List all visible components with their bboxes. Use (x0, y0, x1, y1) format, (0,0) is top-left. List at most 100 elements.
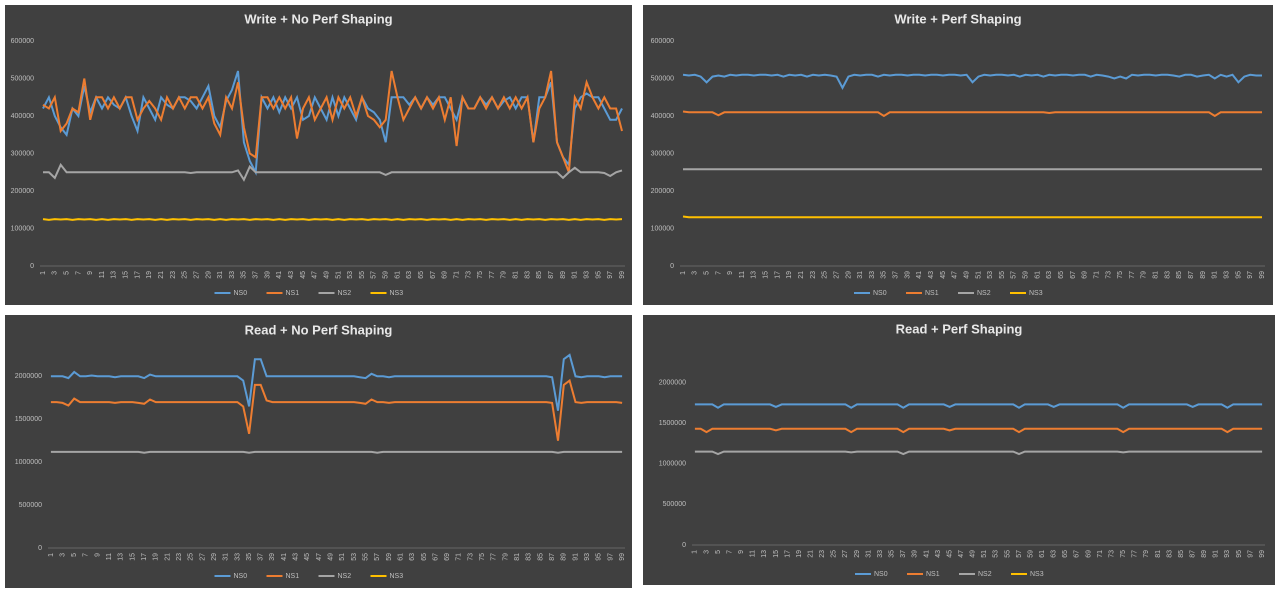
y-tick-label: 500000 (19, 502, 42, 509)
x-tick-label: 83 (1164, 271, 1171, 279)
x-tick-label: 65 (418, 271, 425, 279)
x-tick-label: 5 (703, 271, 710, 275)
x-tick-label: 63 (406, 271, 413, 279)
series-line (50, 450, 623, 454)
x-tick-label: 7 (715, 271, 722, 275)
x-tick-label: 93 (584, 553, 591, 561)
y-tick-label: 200000 (11, 188, 34, 195)
x-tick-label: 59 (1023, 271, 1030, 279)
legend-label: NS2 (338, 290, 352, 297)
x-tick-label: 11 (106, 553, 113, 560)
x-tick-label: 57 (1011, 271, 1018, 279)
x-tick-label: 15 (129, 553, 136, 561)
legend-label: NS2 (338, 573, 352, 580)
x-tick-label: 27 (199, 553, 206, 561)
x-tick-label: 17 (134, 271, 141, 279)
x-tick-label: 45 (946, 550, 953, 558)
x-tick-label: 67 (1074, 550, 1081, 558)
x-tick-label: 15 (123, 271, 130, 279)
series-line (42, 70, 623, 173)
x-tick-label: 1 (692, 550, 699, 554)
x-tick-label: 53 (993, 550, 1000, 558)
x-tick-label: 5 (71, 553, 78, 557)
x-tick-label: 83 (1166, 550, 1173, 558)
x-tick-label: 57 (371, 271, 378, 279)
x-tick-label: 23 (170, 271, 177, 279)
x-tick-label: 77 (1132, 550, 1139, 558)
x-tick-label: 77 (1129, 271, 1136, 279)
panel-background (5, 5, 632, 305)
x-tick-label: 91 (572, 553, 579, 561)
x-tick-label: 85 (536, 271, 543, 279)
x-tick-label: 43 (935, 550, 942, 558)
y-tick-label: 600000 (651, 38, 674, 45)
x-tick-label: 9 (94, 553, 101, 557)
x-tick-label: 81 (514, 553, 521, 561)
x-tick-label: 99 (619, 271, 626, 279)
x-tick-label: 95 (595, 271, 602, 279)
x-tick-label: 35 (881, 271, 888, 279)
x-tick-label: 33 (877, 550, 884, 558)
x-tick-label: 97 (1247, 271, 1254, 279)
y-tick-label: 600000 (11, 38, 34, 45)
x-tick-label: 19 (796, 550, 803, 558)
x-tick-label: 21 (807, 550, 814, 558)
x-tick-label: 15 (763, 271, 770, 279)
x-tick-label: 17 (774, 271, 781, 279)
x-tick-label: 49 (328, 553, 335, 561)
x-tick-label: 79 (501, 271, 508, 279)
x-tick-label: 13 (761, 550, 768, 558)
x-tick-label: 39 (269, 553, 276, 561)
x-tick-label: 63 (1046, 271, 1053, 279)
x-tick-label: 93 (1223, 271, 1230, 279)
x-tick-label: 61 (1039, 550, 1046, 558)
x-tick-label: 75 (479, 553, 486, 561)
x-tick-label: 39 (904, 271, 911, 279)
x-tick-label: 33 (229, 271, 236, 279)
x-tick-label: 43 (928, 271, 935, 279)
y-tick-label: 500000 (11, 75, 34, 82)
x-tick-label: 37 (893, 271, 900, 279)
x-tick-label: 7 (83, 553, 90, 557)
x-tick-label: 11 (750, 550, 757, 557)
x-tick-label: 51 (339, 553, 346, 561)
x-tick-label: 43 (288, 271, 295, 279)
x-tick-label: 91 (1213, 550, 1220, 558)
x-tick-label: 85 (537, 553, 544, 561)
x-tick-label: 17 (141, 553, 148, 561)
x-tick-label: 33 (234, 553, 241, 561)
x-tick-label: 37 (900, 550, 907, 558)
x-tick-label: 63 (409, 553, 416, 561)
legend-label: NS3 (1029, 290, 1043, 297)
legend-label: NS0 (873, 290, 887, 297)
x-tick-label: 49 (323, 271, 330, 279)
x-tick-label: 27 (833, 271, 840, 279)
x-tick-label: 1 (48, 553, 55, 557)
series-line (682, 215, 1262, 219)
y-tick-label: 200000 (651, 188, 674, 195)
x-tick-label: 69 (444, 553, 451, 561)
x-tick-label: 89 (560, 271, 567, 279)
x-tick-label: 81 (1153, 271, 1160, 279)
x-tick-label: 19 (146, 271, 153, 279)
x-tick-label: 91 (1212, 271, 1219, 279)
series-line (682, 73, 1262, 91)
x-tick-label: 41 (281, 553, 288, 561)
x-tick-label: 29 (845, 271, 852, 279)
x-tick-label: 87 (1188, 271, 1195, 279)
legend-label: NS1 (926, 571, 940, 578)
x-tick-label: 75 (1117, 271, 1124, 279)
x-tick-label: 1 (40, 271, 47, 275)
x-tick-label: 59 (383, 271, 390, 279)
x-tick-label: 73 (1105, 271, 1112, 279)
y-tick-label: 0 (670, 263, 674, 270)
y-tick-label: 1500000 (15, 416, 42, 423)
x-tick-label: 41 (923, 550, 930, 558)
x-tick-label: 13 (118, 553, 125, 561)
x-tick-label: 43 (293, 553, 300, 561)
x-tick-label: 19 (153, 553, 160, 561)
x-tick-label: 71 (1097, 550, 1104, 558)
x-tick-label: 9 (738, 550, 745, 554)
x-tick-label: 93 (1224, 550, 1231, 558)
